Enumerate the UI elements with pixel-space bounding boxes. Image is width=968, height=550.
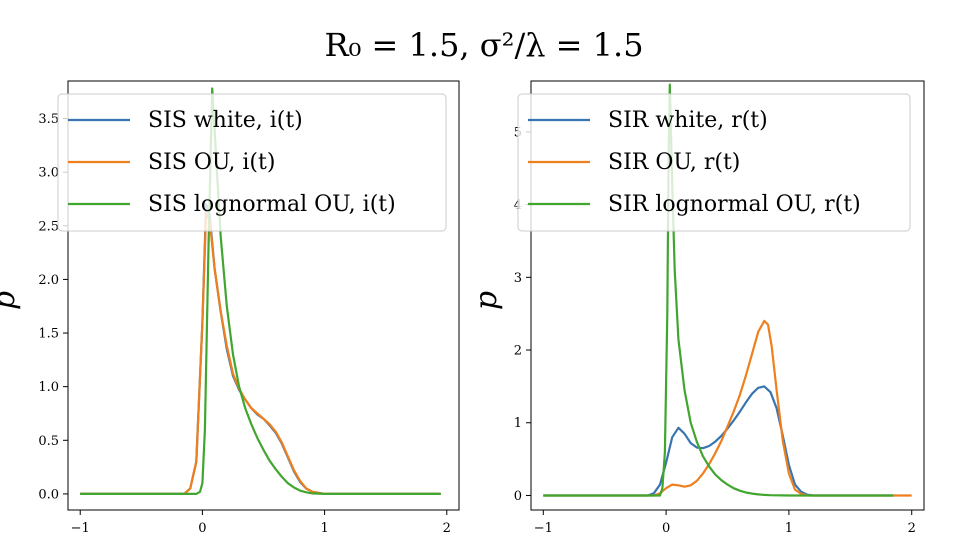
y-tick-label: 2.0 xyxy=(38,273,59,288)
y-tick-label: 1 xyxy=(514,416,522,431)
legend-entry-2: SIR OU, r(t) xyxy=(608,150,740,175)
legend-box xyxy=(517,93,911,232)
x-tick-label: 0 xyxy=(198,521,206,536)
legend-box xyxy=(57,93,447,232)
y-tick-label: 3 xyxy=(514,271,522,286)
x-tick-label: 0 xyxy=(662,521,670,536)
y-tick-label: 2.5 xyxy=(38,219,59,234)
legend-entry-2: SIS OU, i(t) xyxy=(148,150,275,175)
legend-entry-3: SIS lognormal OU, i(t) xyxy=(148,192,396,217)
legend: SIS white, i(t) SIS OU, i(t) SIS lognormal… xyxy=(57,93,447,232)
y-tick-label: 1.5 xyxy=(38,327,59,342)
x-tick-label: 1 xyxy=(320,521,328,536)
series-line-2 xyxy=(543,319,912,497)
left-subplot: −1 0 1 2 0.0 0.5 1.0 1.5 2.0 2.5 3.0 3.5 p SIS white,… xyxy=(0,80,460,536)
right-subplot: −1012012345pSIR white, r(t)SIR OU, r(t)S… xyxy=(469,80,925,536)
x-tick-label: 2 xyxy=(908,521,916,536)
y-tick-label: 3.5 xyxy=(38,112,59,127)
x-tick-label: 2 xyxy=(443,521,451,536)
series-line-1 xyxy=(80,203,441,495)
y-tick-label: 2 xyxy=(514,344,522,359)
y-tick-label: 1.0 xyxy=(38,380,59,395)
x-tick-label: −1 xyxy=(71,521,90,536)
series-line-3 xyxy=(80,87,441,495)
series-line-1 xyxy=(543,385,894,497)
x-tick-label: −1 xyxy=(534,521,553,536)
axes-frame xyxy=(530,80,925,511)
y-tick-label: 0 xyxy=(514,489,522,504)
axes-frame xyxy=(67,80,460,511)
y-tick-label: 0.5 xyxy=(38,434,59,449)
figure-title: R₀ = 1.5, σ²/λ = 1.5 xyxy=(324,26,643,64)
x-tick-label: 1 xyxy=(785,521,793,536)
y-axis-label: p xyxy=(0,291,22,310)
y-tick-label: 3.0 xyxy=(38,166,59,181)
y-tick-label: 0.0 xyxy=(38,487,59,502)
legend-entry-1: SIS white, i(t) xyxy=(148,108,303,133)
legend: SIR white, r(t) SIR OU, r(t) SIR lognormal… xyxy=(517,93,911,232)
legend-entry-3: SIR lognormal OU, r(t) xyxy=(608,192,861,217)
y-axis-label: p xyxy=(469,291,504,310)
series-line-2 xyxy=(80,211,441,495)
legend-entry-1: SIR white, r(t) xyxy=(608,108,768,133)
